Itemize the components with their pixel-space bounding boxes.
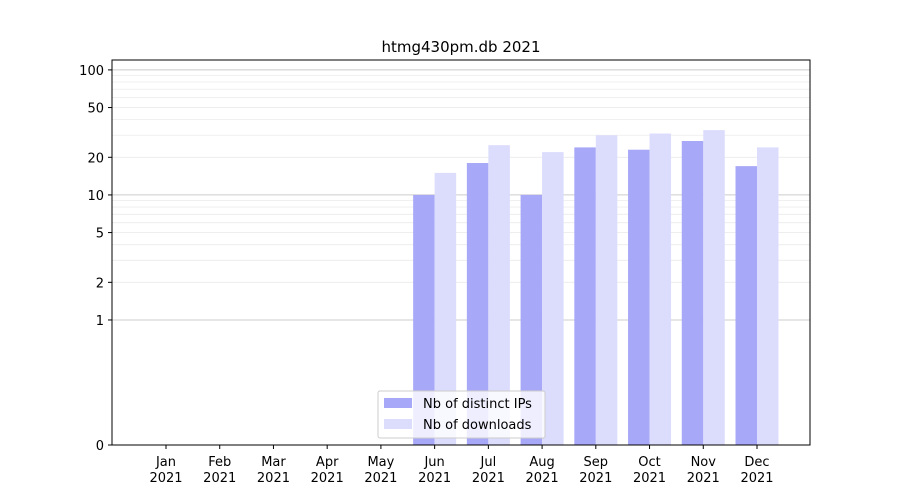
bar-downloads (542, 152, 564, 445)
y-tick-label: 5 (96, 227, 104, 242)
x-tick-label-month: Feb (208, 455, 231, 470)
legend-swatch-downloads (384, 419, 412, 429)
y-tick-label: 20 (87, 151, 104, 166)
x-tick-label-year: 2021 (364, 471, 397, 486)
bar-downloads (488, 145, 510, 445)
chart-title: htmg430pm.db 2021 (381, 38, 540, 56)
x-tick-label-month: Sep (584, 455, 609, 470)
x-tick-label-month: Apr (316, 455, 339, 470)
x-tick-label-year: 2021 (526, 471, 559, 486)
plot-frame (111, 59, 811, 446)
legend: Nb of distinct IPs Nb of downloads (377, 390, 546, 439)
bar-downloads (434, 172, 457, 445)
x-tick-label-month: Dec (744, 455, 769, 470)
bar-distinct-ips (628, 149, 650, 446)
y-tick-label: 50 (87, 102, 104, 117)
bar-distinct-ips (735, 166, 757, 445)
bar-distinct-ips (466, 163, 489, 445)
x-axis-ticks: Jan2021Feb2021Mar2021Apr2021May2021Jun20… (149, 445, 774, 486)
y-tick-label: 10 (87, 189, 104, 204)
y-tick-label: 100 (79, 64, 104, 79)
x-tick-label-year: 2021 (633, 471, 666, 486)
x-tick-label-month: Nov (691, 455, 717, 470)
x-tick-label-year: 2021 (472, 471, 505, 486)
bar-downloads (595, 135, 618, 445)
y-axis-ticks: 0 1 2 5 10 20 50 100 (79, 64, 112, 454)
x-tick-label-month: May (367, 455, 394, 470)
x-tick-label-month: Jun (423, 455, 444, 470)
bar-downloads (703, 130, 725, 445)
x-tick-label-month: Jul (480, 455, 497, 470)
bar-distinct-ips (574, 147, 596, 446)
x-tick-label-month: Aug (529, 455, 554, 470)
y-tick-label: 1 (96, 314, 104, 329)
x-tick-label-year: 2021 (257, 471, 290, 486)
x-tick-label-month: Oct (638, 455, 660, 470)
legend-swatch-ips (384, 398, 412, 408)
bars (413, 130, 779, 446)
x-tick-label-year: 2021 (687, 471, 720, 486)
x-tick-label-year: 2021 (149, 471, 182, 486)
legend-label-downloads: Nb of downloads (423, 418, 532, 433)
bar-distinct-ips (681, 140, 704, 445)
x-tick-label-year: 2021 (740, 471, 773, 486)
grid-lines (112, 69, 810, 321)
x-tick-label-year: 2021 (418, 471, 451, 486)
legend-label-ips: Nb of distinct IPs (423, 397, 532, 412)
y-tick-label: 0 (96, 439, 104, 454)
y-tick-label: 2 (96, 276, 104, 291)
x-tick-label-month: Jan (155, 455, 176, 470)
bar-distinct-ips (413, 194, 435, 445)
bar-downloads (649, 133, 672, 445)
x-tick-label-year: 2021 (579, 471, 612, 486)
x-tick-label-month: Mar (261, 455, 286, 470)
bar-downloads (757, 147, 779, 446)
x-tick-label-year: 2021 (203, 471, 236, 486)
bar-distinct-ips (520, 194, 543, 445)
legend-box (377, 390, 546, 439)
x-tick-label-year: 2021 (311, 471, 344, 486)
